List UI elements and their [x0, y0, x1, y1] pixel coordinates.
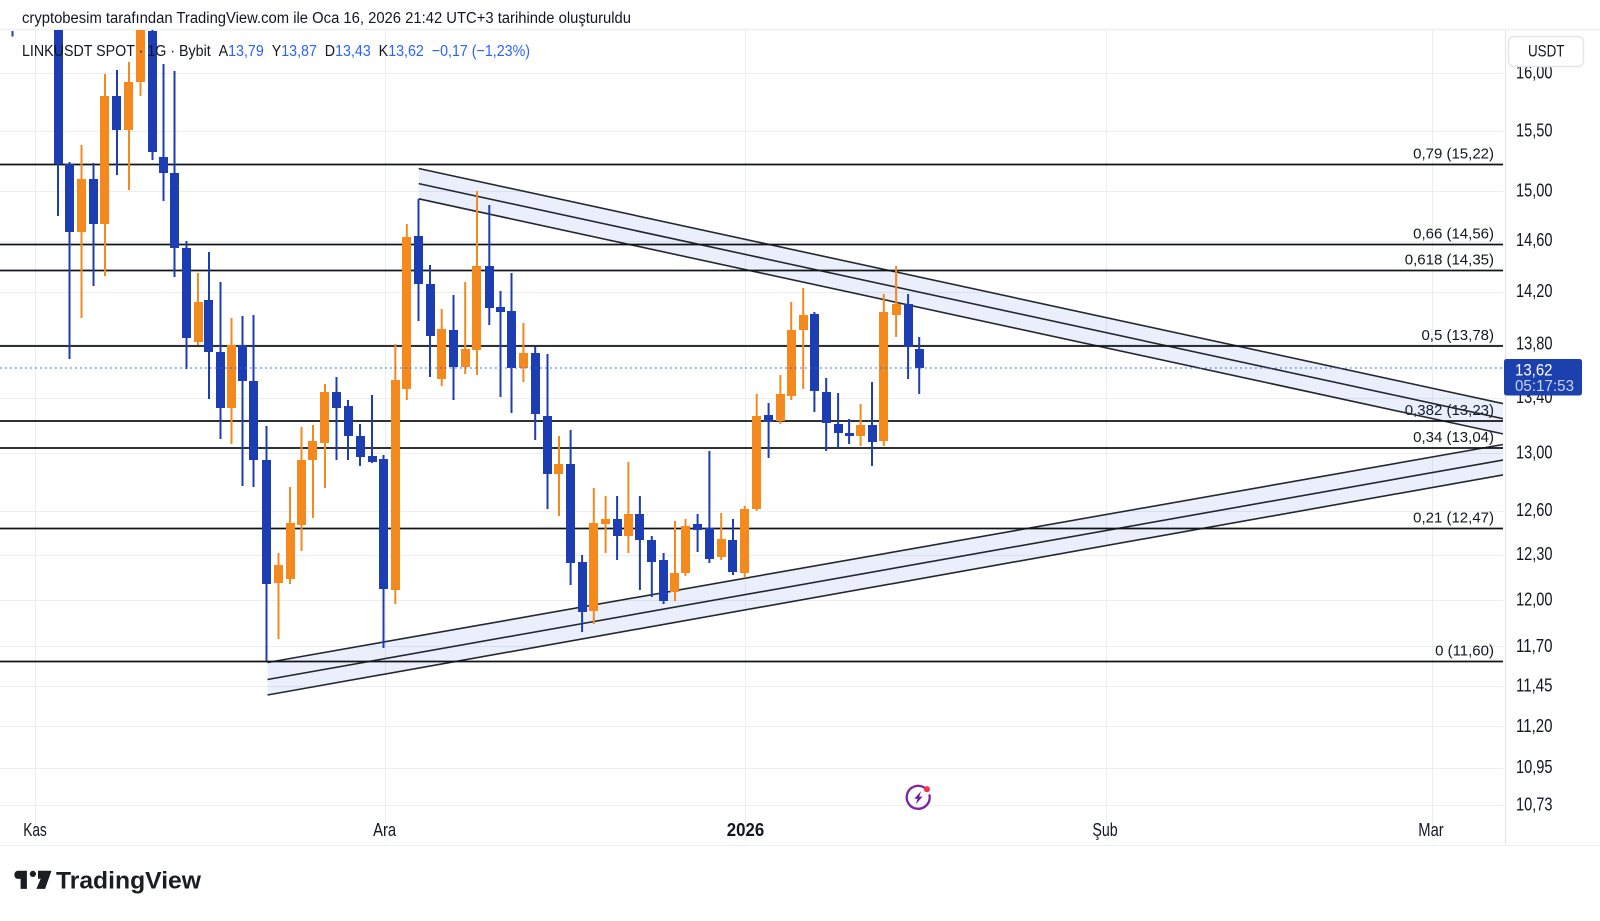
svg-text:LINKUSDT SPOT · 1G · Bybit A1: LINKUSDT SPOT · 1G · Bybit A13,79 Y13,87…	[22, 43, 530, 60]
svg-text:Kas: Kas	[23, 820, 47, 840]
svg-text:14,20: 14,20	[1516, 281, 1553, 301]
svg-text:2026: 2026	[727, 820, 764, 840]
svg-text:Şub: Şub	[1092, 820, 1117, 840]
svg-text:13,00: 13,00	[1516, 443, 1553, 463]
svg-text:10,73: 10,73	[1516, 794, 1553, 814]
svg-text:0,66 (14,56): 0,66 (14,56)	[1413, 226, 1494, 243]
svg-text:0,618 (14,35): 0,618 (14,35)	[1405, 252, 1494, 269]
svg-text:11,70: 11,70	[1516, 636, 1553, 656]
svg-text:10,95: 10,95	[1516, 757, 1553, 777]
svg-text:0,21 (12,47): 0,21 (12,47)	[1413, 510, 1494, 527]
svg-text:14,60: 14,60	[1516, 230, 1553, 250]
svg-text:11,20: 11,20	[1516, 716, 1553, 736]
svg-text:13,62: 13,62	[1515, 361, 1553, 380]
svg-text:Mar: Mar	[1418, 820, 1443, 840]
svg-text:Ara: Ara	[373, 820, 397, 840]
svg-text:0,382 (13,23): 0,382 (13,23)	[1405, 402, 1494, 419]
svg-text:16,00: 16,00	[1516, 62, 1553, 82]
svg-text:USDT: USDT	[1528, 42, 1565, 61]
svg-text:05:17:53: 05:17:53	[1515, 378, 1574, 395]
svg-text:15,00: 15,00	[1516, 181, 1553, 201]
svg-text:13,80: 13,80	[1516, 333, 1553, 353]
svg-text:0 (11,60): 0 (11,60)	[1435, 643, 1494, 660]
svg-text:15,50: 15,50	[1516, 121, 1553, 141]
svg-text:12,30: 12,30	[1516, 544, 1553, 564]
svg-text:12,60: 12,60	[1516, 500, 1553, 520]
svg-text:12,00: 12,00	[1516, 589, 1553, 609]
svg-text:11,45: 11,45	[1516, 675, 1553, 695]
svg-text:0,79 (15,22): 0,79 (15,22)	[1413, 146, 1494, 163]
svg-text:0,5 (13,78): 0,5 (13,78)	[1421, 327, 1494, 344]
svg-text:0,34 (13,04): 0,34 (13,04)	[1413, 429, 1494, 446]
svg-text:TradingView: TradingView	[56, 868, 202, 895]
svg-text:cryptobesim tarafından Trading: cryptobesim tarafından TradingView.com i…	[22, 10, 631, 27]
